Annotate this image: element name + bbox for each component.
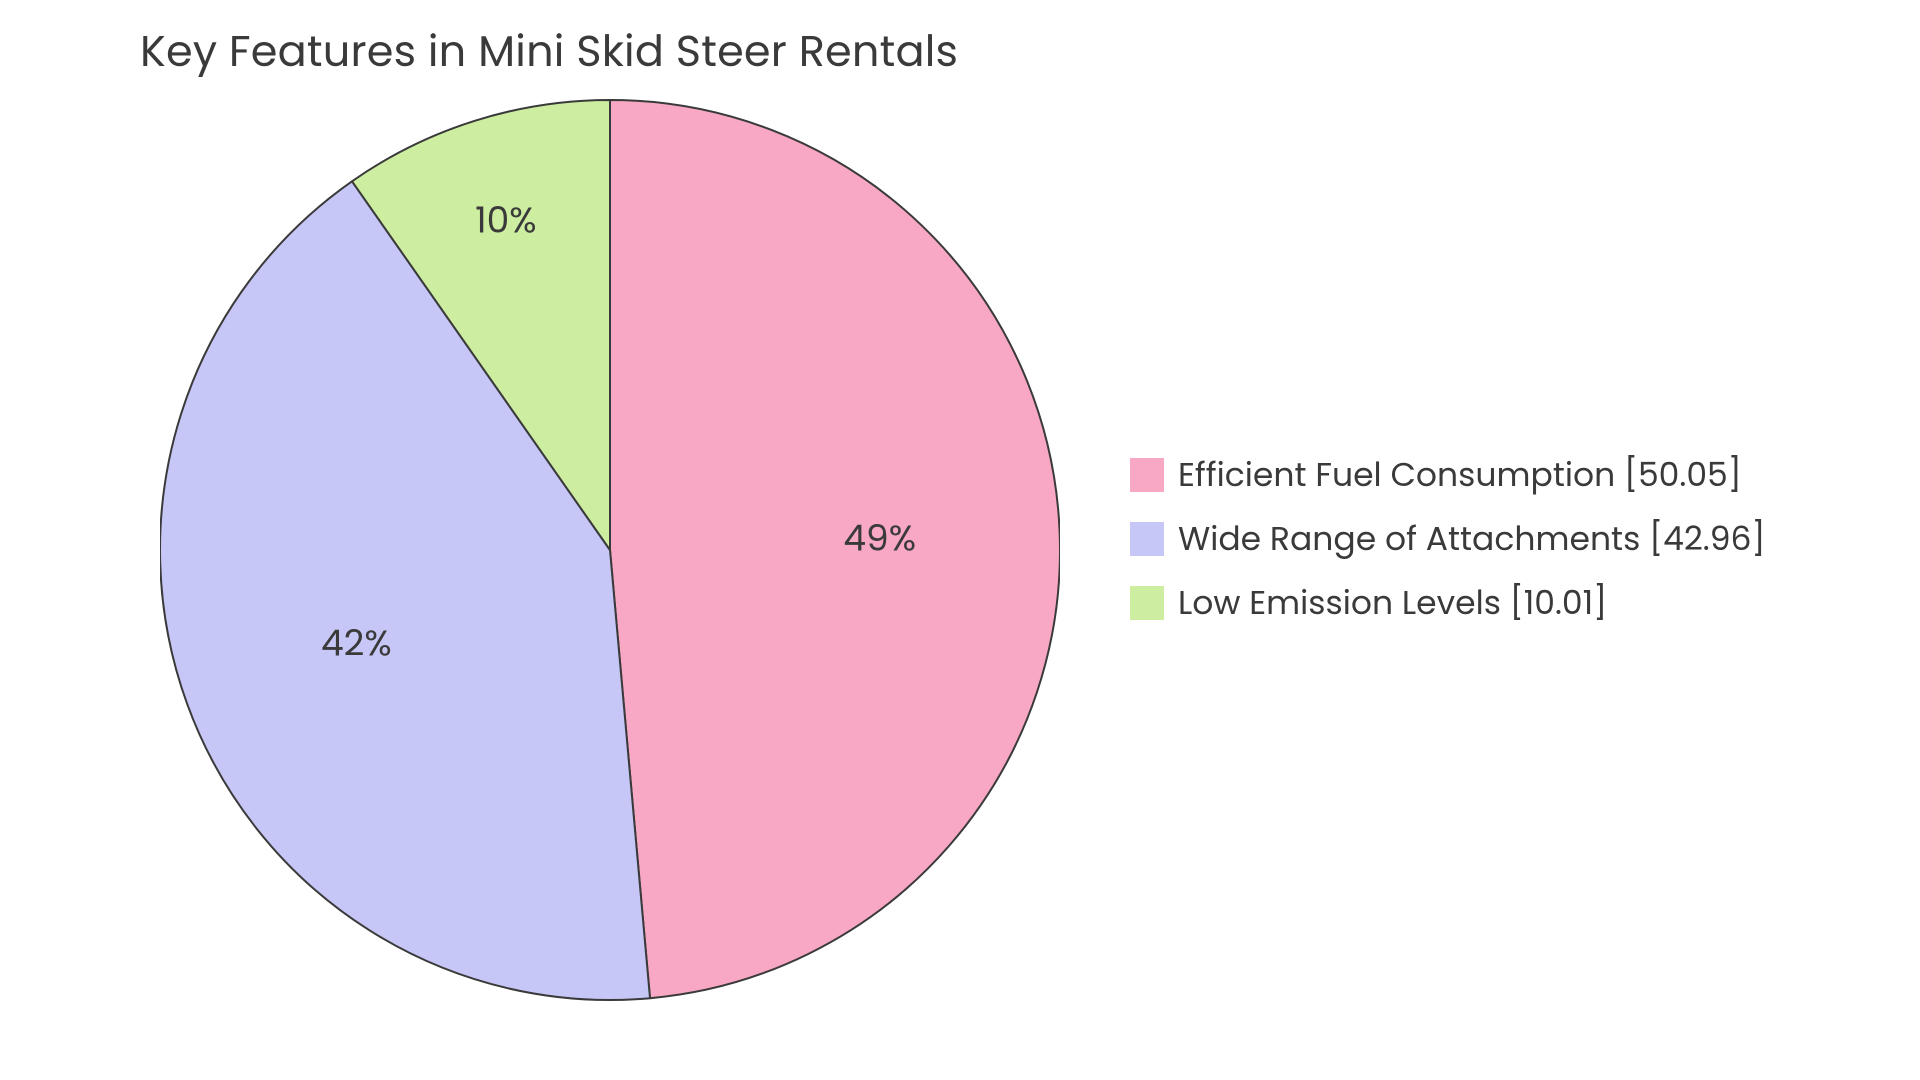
legend-item: Efficient Fuel Consumption [50.05] — [1130, 450, 1765, 500]
pie-slice — [610, 100, 1060, 998]
legend-swatch — [1130, 522, 1164, 556]
slice-label: 42% — [321, 615, 392, 670]
chart-title: Key Features in Mini Skid Steer Rentals — [140, 20, 958, 84]
legend-label: Low Emission Levels [10.01] — [1178, 578, 1607, 628]
slice-label: 49% — [843, 510, 916, 565]
legend-swatch — [1130, 458, 1164, 492]
pie-chart: 49% 42% 10% — [160, 90, 1060, 1010]
pie-svg — [160, 90, 1060, 1010]
legend: Efficient Fuel Consumption [50.05] Wide R… — [1130, 450, 1765, 628]
slice-label: 10% — [475, 192, 536, 247]
legend-item: Wide Range of Attachments [42.96] — [1130, 514, 1765, 564]
legend-label: Wide Range of Attachments [42.96] — [1178, 514, 1765, 564]
legend-item: Low Emission Levels [10.01] — [1130, 578, 1765, 628]
legend-label: Efficient Fuel Consumption [50.05] — [1178, 450, 1742, 500]
legend-swatch — [1130, 586, 1164, 620]
chart-container: Key Features in Mini Skid Steer Rentals … — [0, 0, 1920, 1080]
